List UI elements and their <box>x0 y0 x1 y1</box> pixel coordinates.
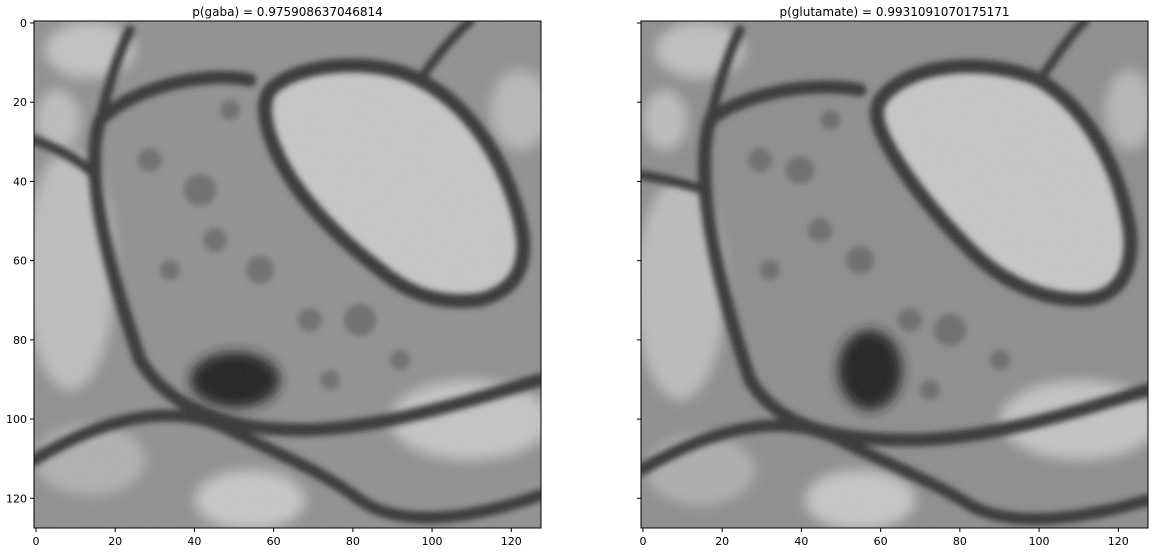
y-tick-label: 40 <box>13 175 27 188</box>
x-tick-label: 40 <box>187 535 201 548</box>
y-tick-label: 80 <box>13 334 27 347</box>
ticks-gaba: 0 20 40 60 80 100 120 0 20 40 60 80 100 120 <box>6 17 522 548</box>
micrograph-gaba <box>34 21 541 528</box>
panel-title-glutamate: p(glutamate) = 0.9931091070175171 <box>779 5 1009 19</box>
x-tick-label: 60 <box>874 535 888 548</box>
axes-frame-glutamate <box>640 20 1149 529</box>
x-tick-label: 80 <box>953 535 967 548</box>
x-tick-label: 120 <box>1108 535 1129 548</box>
y-tick-label: 0 <box>20 17 27 30</box>
axes-frame-gaba <box>33 20 542 529</box>
y-tick-label: 100 <box>6 413 27 426</box>
x-tick-label: 20 <box>108 535 122 548</box>
x-tick-label: 60 <box>267 535 281 548</box>
x-tick-label: 100 <box>1029 535 1050 548</box>
x-tick-label: 100 <box>422 535 443 548</box>
x-tick-label: 120 <box>501 535 522 548</box>
x-tick-label: 20 <box>715 535 729 548</box>
ticks-glutamate: 0 20 40 60 80 100 120 <box>637 22 1129 548</box>
panel-gaba: p(gaba) = 0.975908637046814 0 20 40 60 80 100… <box>6 5 542 548</box>
x-tick-label: 0 <box>32 535 39 548</box>
micrograph-glutamate <box>641 21 1148 528</box>
panel-glutamate: p(glutamate) = 0.9931091070175171 0 20 40 6… <box>637 5 1149 548</box>
y-tick-label: 120 <box>6 492 27 505</box>
y-tick-label: 60 <box>13 255 27 268</box>
panel-title-gaba: p(gaba) = 0.975908637046814 <box>192 5 383 19</box>
x-tick-label: 80 <box>346 535 360 548</box>
y-tick-label: 20 <box>13 96 27 109</box>
x-tick-label: 40 <box>794 535 808 548</box>
x-tick-label: 0 <box>639 535 646 548</box>
